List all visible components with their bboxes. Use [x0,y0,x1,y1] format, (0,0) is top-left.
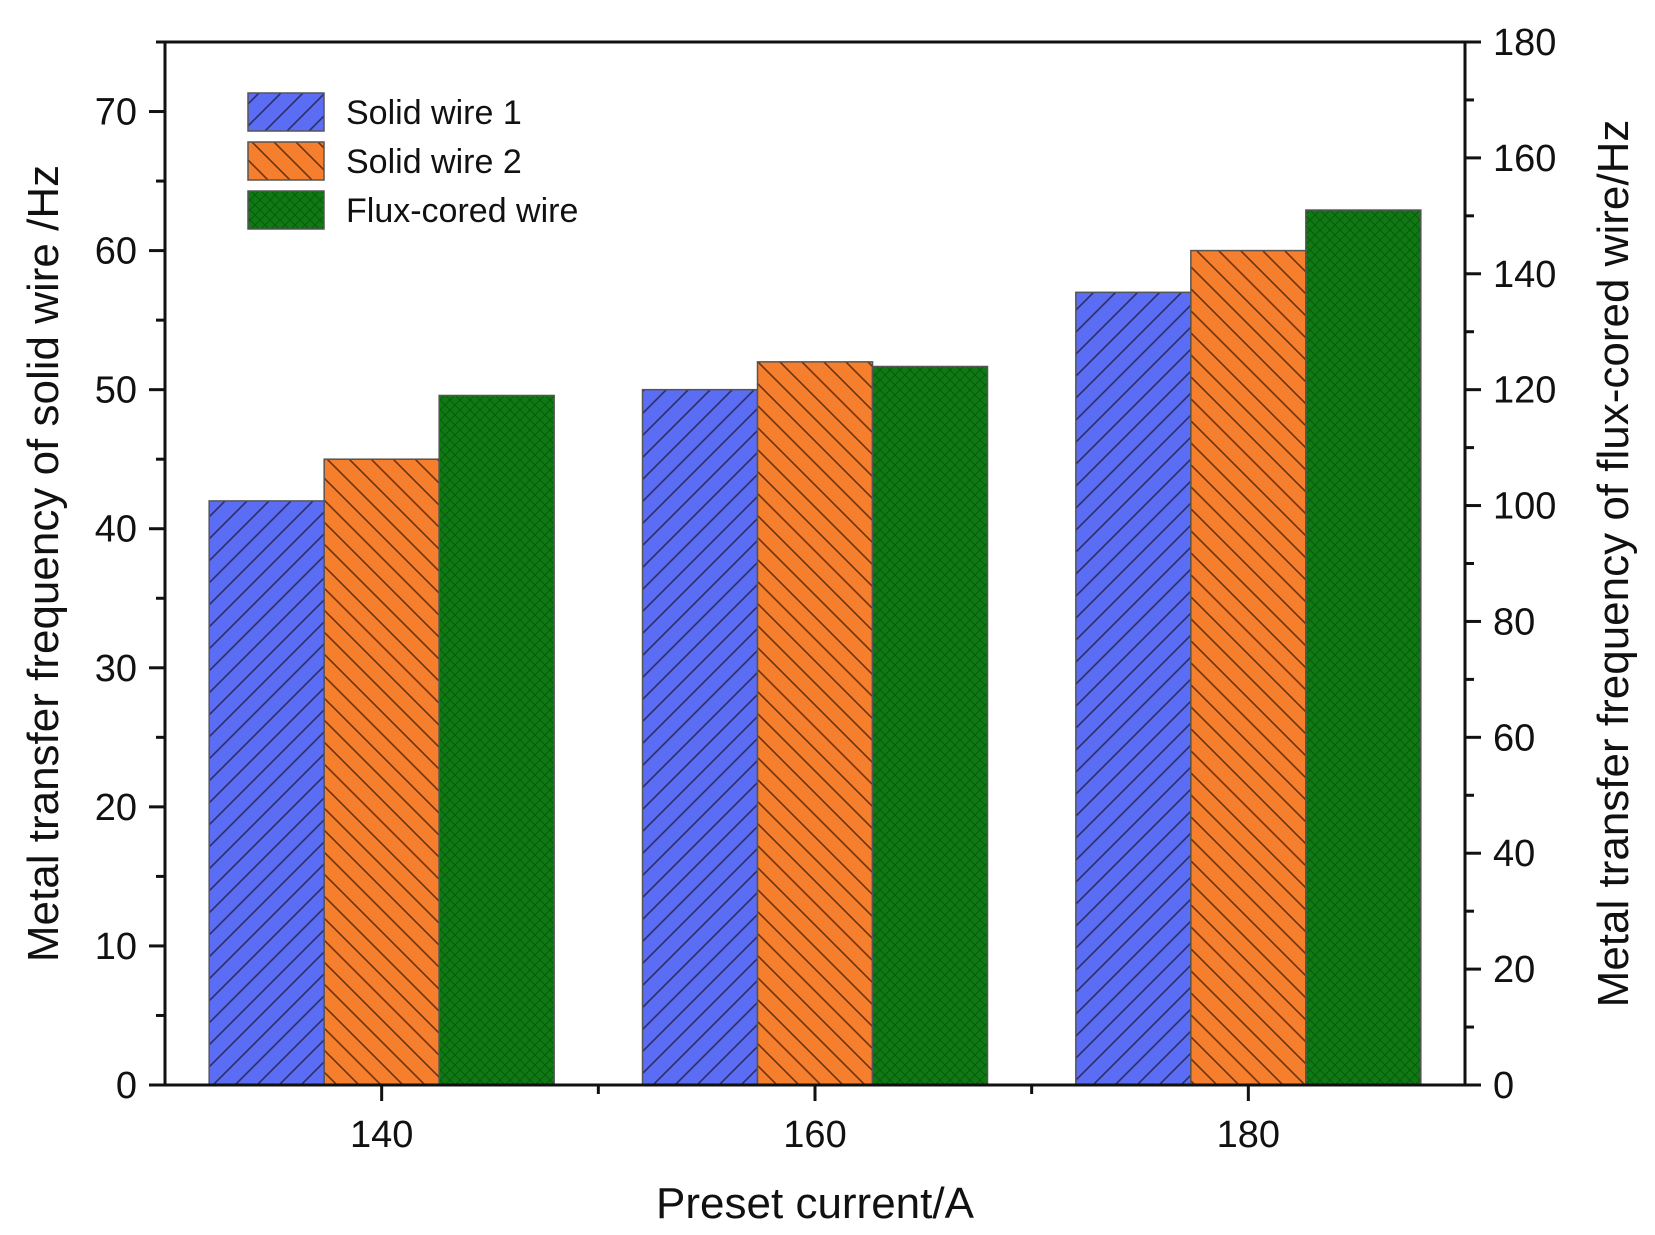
y-left-tick-label: 60 [95,231,137,273]
legend-label: Solid wire 1 [346,94,522,132]
x-axis-title: Preset current/A [656,1179,975,1228]
bars-layer [208,209,1422,1086]
y-left-tick-label: 0 [116,1065,137,1107]
legend: Solid wire 1 Solid wire 2 Flux-cored wire [247,92,578,230]
bar-solid-wire-1-180 [1075,291,1192,1086]
y-axis-title-right: Metal transfer frequency of flux-cored w… [1589,120,1638,1008]
y-right-tick-label: 80 [1493,601,1535,643]
y-right-tick-label: 140 [1493,254,1556,296]
legend-label: Flux-cored wire [346,192,578,230]
y-left-tick-label: 40 [95,509,137,551]
bar-solid-wire-1-160 [641,388,759,1086]
bar-flux-cored-wire-180 [1305,209,1422,1086]
y-axis-title-left: Metal transfer frequency of solid wire /… [19,165,68,962]
y-right-tick-label: 0 [1493,1065,1514,1107]
y-right-tick-label: 180 [1493,22,1556,64]
y-left-tick-label: 10 [95,926,137,968]
legend-swatch-solid-wire-1 [247,92,325,132]
legend-swatch-flux-cored-wire [247,190,325,230]
y-right-tick-label: 160 [1493,138,1556,180]
x-tick-label: 140 [350,1114,413,1156]
bar-flux-cored-wire-160 [871,365,989,1086]
y-left-tick-label: 30 [95,648,137,690]
y-left-tick-label: 20 [95,787,137,829]
bar-solid-wire-1-140 [208,500,325,1086]
bar-solid-wire-2-160 [756,361,874,1086]
x-tick-label: 180 [1217,1114,1280,1156]
legend-swatch-solid-wire-2 [247,141,325,181]
y-right-tick-label: 20 [1493,949,1535,991]
y-right-tick-label: 40 [1493,833,1535,875]
y-left-tick-label: 50 [95,370,137,412]
bar-solid-wire-2-180 [1190,249,1307,1086]
y-right-tick-label: 60 [1493,717,1535,759]
bar-flux-cored-wire-140 [438,394,555,1086]
y-left-tick-label: 70 [95,92,137,134]
bar-solid-wire-2-140 [323,458,440,1086]
legend-label: Solid wire 2 [346,143,522,181]
y-right-tick-label: 100 [1493,486,1556,528]
y-right-tick-label: 120 [1493,370,1556,412]
x-tick-label: 160 [783,1114,846,1156]
axes-layer: 0 10 20 30 40 50 60 70 0 20 40 60 80 100 120 140 160 180 1… [95,22,1557,1156]
